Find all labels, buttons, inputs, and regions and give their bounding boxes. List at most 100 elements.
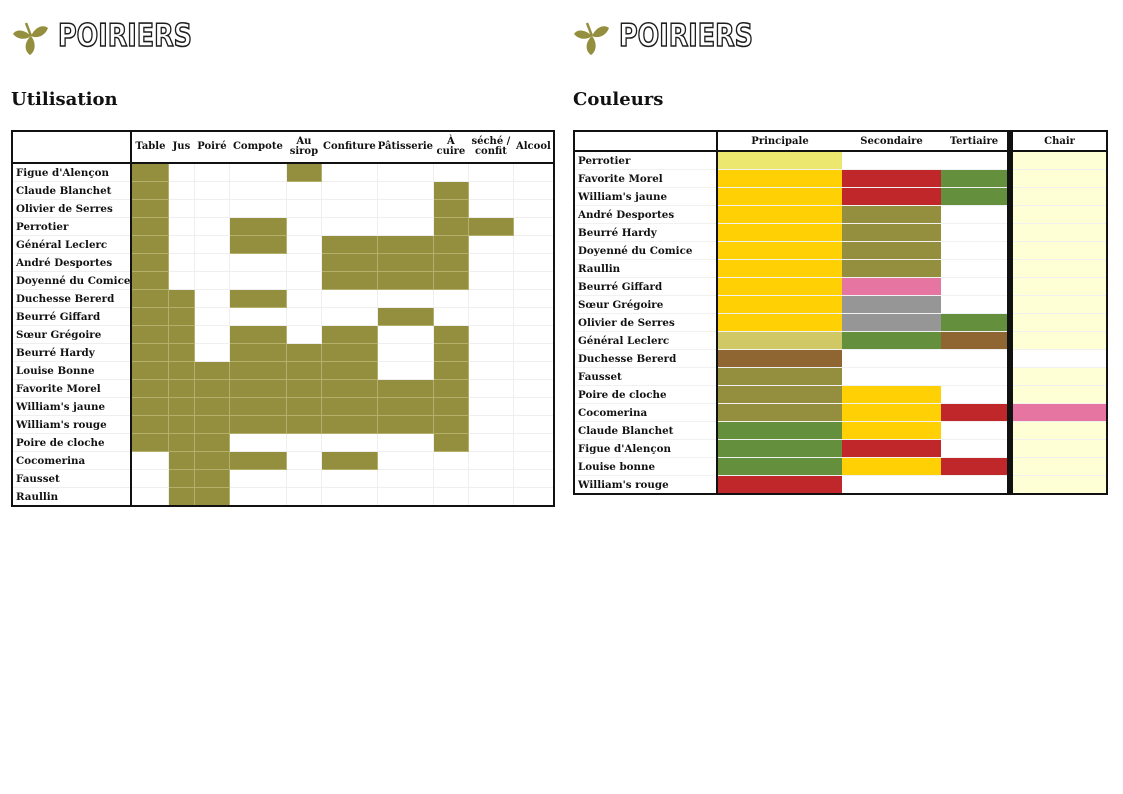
usage-cell-au-sirop bbox=[285, 235, 322, 254]
color-swatch-tertiaire bbox=[941, 331, 1013, 350]
usage-cell-au-sirop bbox=[285, 253, 322, 272]
color-swatch-secondaire bbox=[842, 151, 941, 170]
usage-cell-seche-confit bbox=[467, 289, 514, 308]
variety-name: Figue d'Alençon bbox=[11, 162, 133, 182]
variety-name: Claude Blanchet bbox=[11, 181, 133, 200]
usage-cell-confiture bbox=[320, 217, 378, 236]
usage-cell-confiture bbox=[320, 235, 378, 254]
table-row: Perrotier bbox=[11, 217, 555, 236]
color-swatch-secondaire bbox=[842, 169, 941, 188]
usage-cell-poire bbox=[193, 307, 230, 326]
usage-cell-table bbox=[130, 343, 169, 362]
variety-name: Cocomerina bbox=[11, 451, 133, 470]
color-swatch-principale bbox=[717, 169, 842, 188]
usage-cell-poire bbox=[193, 217, 230, 236]
color-swatch-chair bbox=[1010, 421, 1107, 440]
usage-cell-seche-confit bbox=[467, 361, 514, 380]
usage-cell-a-cuire bbox=[432, 433, 469, 452]
variety-name: Claude Blanchet bbox=[574, 421, 718, 440]
table-row: Louise bonne bbox=[574, 457, 1107, 476]
usage-cell-patisserie bbox=[376, 487, 434, 507]
usage-cell-poire bbox=[193, 433, 230, 452]
usage-cell-table bbox=[130, 325, 169, 344]
usage-cell-patisserie bbox=[376, 325, 434, 344]
usage-cell-seche-confit bbox=[467, 433, 514, 452]
color-swatch-principale bbox=[717, 223, 842, 242]
table-row: Favorite Morel bbox=[11, 379, 555, 398]
table-row: Favorite Morel bbox=[574, 169, 1107, 188]
usage-cell-patisserie bbox=[376, 181, 434, 200]
variety-name: Favorite Morel bbox=[574, 169, 718, 188]
usage-cell-jus bbox=[167, 217, 195, 236]
usage-cell-jus bbox=[167, 181, 195, 200]
color-swatch-secondaire bbox=[842, 457, 941, 476]
variety-name: Beurré Hardy bbox=[574, 223, 718, 242]
color-swatch-tertiaire bbox=[941, 169, 1013, 188]
table-row: Fausset bbox=[11, 469, 555, 488]
table-row: William's rouge bbox=[11, 415, 555, 434]
color-swatch-tertiaire bbox=[941, 295, 1013, 314]
color-swatch-tertiaire bbox=[941, 259, 1013, 278]
color-swatch-secondaire bbox=[842, 223, 941, 242]
usage-cell-patisserie bbox=[376, 162, 434, 182]
usage-cell-confiture bbox=[320, 397, 378, 416]
usage-cell-seche-confit bbox=[467, 343, 514, 362]
usage-cell-confiture bbox=[320, 361, 378, 380]
usage-cell-patisserie bbox=[376, 235, 434, 254]
usage-cell-poire bbox=[193, 271, 230, 290]
color-swatch-tertiaire bbox=[941, 385, 1013, 404]
color-swatch-principale bbox=[717, 295, 842, 314]
color-swatch-principale bbox=[717, 331, 842, 350]
usage-cell-au-sirop bbox=[285, 379, 322, 398]
variety-name: Fausset bbox=[11, 469, 133, 488]
usage-cell-confiture bbox=[320, 415, 378, 434]
usage-cell-table bbox=[130, 433, 169, 452]
usage-cell-seche-confit bbox=[467, 451, 514, 470]
usage-cell-poire bbox=[193, 253, 230, 272]
variety-name: Raullin bbox=[11, 487, 133, 507]
usage-cell-au-sirop bbox=[285, 343, 322, 362]
usage-cell-compote bbox=[228, 162, 287, 182]
color-swatch-tertiaire bbox=[941, 241, 1013, 260]
table-row: Olivier de Serres bbox=[574, 313, 1107, 332]
table-row: André Desportes bbox=[574, 205, 1107, 224]
usage-cell-alcool bbox=[512, 289, 555, 308]
variety-name: Général Leclerc bbox=[574, 331, 718, 350]
color-swatch-chair bbox=[1010, 277, 1107, 296]
usage-cell-jus bbox=[167, 451, 195, 470]
variety-name: William's jaune bbox=[11, 397, 133, 416]
usage-cell-seche-confit bbox=[467, 415, 514, 434]
variety-name: Figue d'Alençon bbox=[574, 439, 718, 458]
usage-cell-compote bbox=[228, 235, 287, 254]
usage-cell-au-sirop bbox=[285, 271, 322, 290]
table-row: Beurré Hardy bbox=[574, 223, 1107, 242]
usage-cell-confiture bbox=[320, 343, 378, 362]
color-swatch-secondaire bbox=[842, 277, 941, 296]
usage-cell-table bbox=[130, 415, 169, 434]
usage-cell-au-sirop bbox=[285, 451, 322, 470]
variety-name: Cocomerina bbox=[574, 403, 718, 422]
color-swatch-tertiaire bbox=[941, 457, 1013, 476]
couleurs-title: Couleurs bbox=[573, 89, 664, 110]
usage-cell-poire bbox=[193, 469, 230, 488]
usage-cell-table bbox=[130, 271, 169, 290]
usage-cell-a-cuire bbox=[432, 217, 469, 236]
usage-cell-compote bbox=[228, 271, 287, 290]
usage-cell-compote bbox=[228, 487, 287, 507]
usage-cell-a-cuire bbox=[432, 307, 469, 326]
table-row: William's jaune bbox=[574, 187, 1107, 206]
usage-cell-a-cuire bbox=[432, 469, 469, 488]
logo-right: POIRIERS bbox=[573, 14, 782, 58]
color-swatch-tertiaire bbox=[941, 277, 1013, 296]
usage-cell-confiture bbox=[320, 289, 378, 308]
color-swatch-chair bbox=[1010, 475, 1107, 495]
usage-cell-poire bbox=[193, 487, 230, 507]
color-swatch-chair bbox=[1010, 331, 1107, 350]
table-row: Raullin bbox=[574, 259, 1107, 278]
color-swatch-tertiaire bbox=[941, 223, 1013, 242]
color-swatch-principale bbox=[717, 385, 842, 404]
usage-cell-jus bbox=[167, 307, 195, 326]
usage-cell-confiture bbox=[320, 325, 378, 344]
variety-name: Beurré Giffard bbox=[574, 277, 718, 296]
usage-cell-a-cuire bbox=[432, 181, 469, 200]
